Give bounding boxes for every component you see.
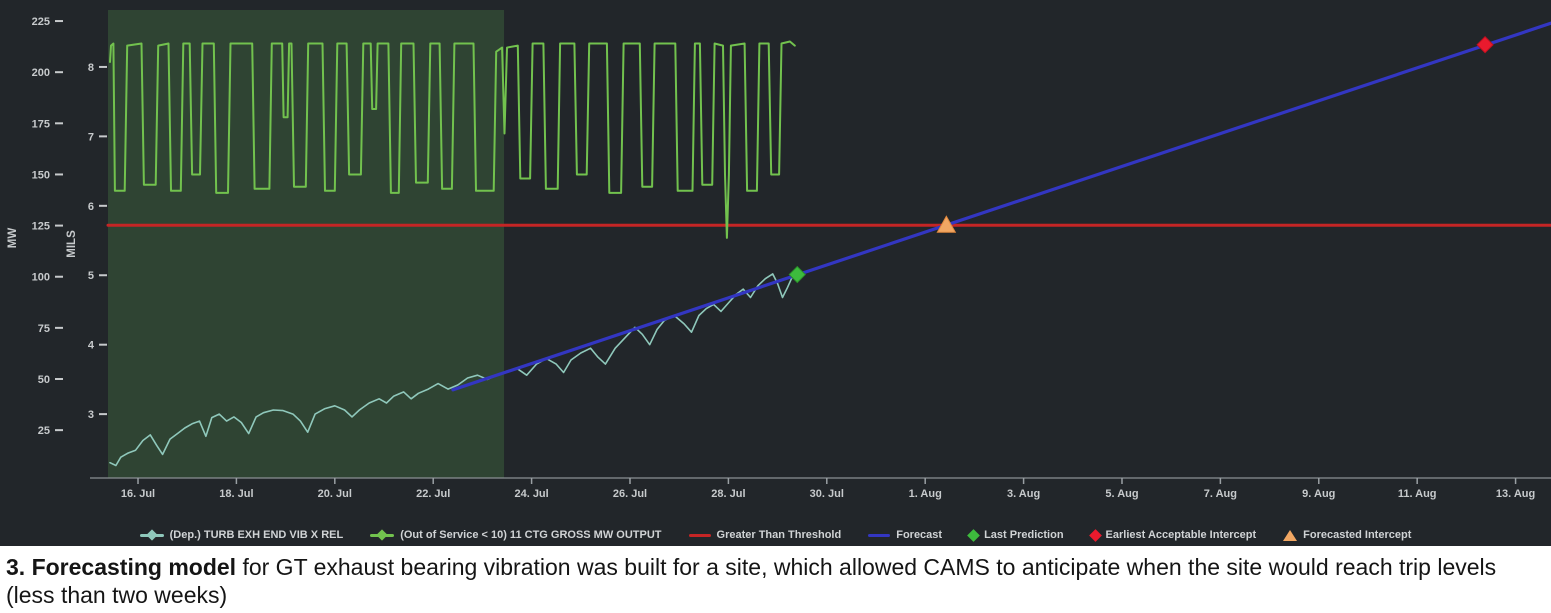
x-tick-label: 20. Jul bbox=[318, 488, 352, 500]
legend-label: (Out of Service < 10) 11 CTG GROSS MW OU… bbox=[400, 529, 662, 541]
mw-axis-title: MW bbox=[7, 228, 19, 249]
legend-label: Forecast bbox=[896, 529, 943, 541]
out-of-service-region bbox=[108, 10, 505, 478]
vibration-series-line bbox=[109, 273, 799, 467]
x-tick-label: 16. Jul bbox=[121, 488, 155, 500]
mw-tick-label: 75 bbox=[38, 323, 50, 335]
forecast-chart: 16. Jul 18. Jul 20. Jul 22. Jul 24. Jul 26. J… bbox=[7, 10, 1551, 500]
mw-tick-label: 200 bbox=[32, 67, 50, 79]
legend-label: Earliest Acceptable Intercept bbox=[1105, 529, 1257, 541]
x-tick-label: 30. Jul bbox=[810, 488, 844, 500]
legend-marker-diamond-icon bbox=[1088, 528, 1102, 542]
legend-marker-line-diamond-icon bbox=[139, 533, 164, 537]
x-tick-label: 3. Aug bbox=[1007, 488, 1040, 500]
x-tick-label: 7. Aug bbox=[1204, 488, 1237, 500]
legend-label: Last Prediction bbox=[984, 529, 1064, 541]
legend-marker-triangle-icon bbox=[1283, 529, 1298, 541]
caption-text: for GT exhaust bearing vibration was bui… bbox=[6, 554, 1497, 609]
legend-label: Greater Than Threshold bbox=[716, 529, 842, 541]
mils-tick-label: 3 bbox=[88, 409, 94, 421]
legend-item-dep-turb-exh-end-vib-x-rel[interactable]: (Dep.) TURB EXH END VIB X REL bbox=[139, 529, 344, 541]
forecast-chart-panel: 16. Jul 18. Jul 20. Jul 22. Jul 24. Jul 26. J… bbox=[0, 0, 1551, 546]
mils-tick-label: 8 bbox=[88, 62, 94, 74]
legend-item-out-of-service-10-11-ctg-gross-mw-output[interactable]: (Out of Service < 10) 11 CTG GROSS MW OU… bbox=[370, 529, 662, 541]
mils-tick-label: 5 bbox=[88, 270, 94, 282]
x-tick-label: 9. Aug bbox=[1302, 488, 1335, 500]
x-tick-label: 26. Jul bbox=[613, 488, 647, 500]
legend-item-last-prediction[interactable]: Last Prediction bbox=[967, 528, 1064, 542]
mils-tick-label: 6 bbox=[88, 201, 94, 213]
legend-marker-line-icon bbox=[868, 533, 891, 537]
mils-tick-label: 7 bbox=[88, 131, 94, 143]
mw-tick-label: 225 bbox=[32, 16, 50, 28]
mw-output-series-line bbox=[109, 40, 796, 239]
legend-label: (Dep.) TURB EXH END VIB X REL bbox=[169, 529, 344, 541]
mw-tick-label: 100 bbox=[32, 272, 50, 284]
x-tick-label: 22. Jul bbox=[416, 488, 450, 500]
forecasted-intercept-marker bbox=[936, 215, 957, 233]
chart-legend: (Dep.) TURB EXH END VIB X REL (Out of Ser… bbox=[0, 528, 1551, 542]
forecast-line bbox=[451, 21, 1551, 392]
x-tick-label: 5. Aug bbox=[1105, 488, 1138, 500]
x-tick-label: 1. Aug bbox=[909, 488, 942, 500]
mw-tick-label: 125 bbox=[32, 221, 50, 233]
legend-label: Forecasted Intercept bbox=[1303, 529, 1412, 541]
legend-marker-diamond-icon bbox=[967, 528, 980, 542]
x-tick-label: 13. Aug bbox=[1496, 488, 1535, 500]
x-tick-label: 18. Jul bbox=[219, 488, 253, 500]
mw-tick-label: 25 bbox=[38, 425, 50, 437]
legend-item-forecast[interactable]: Forecast bbox=[868, 529, 942, 541]
mils-axis-title: MILS bbox=[66, 230, 78, 258]
legend-marker-line-diamond-icon bbox=[370, 533, 395, 537]
caption-figure-title: 3. Forecasting model bbox=[6, 554, 237, 580]
last-prediction-marker bbox=[788, 265, 806, 284]
x-tick-label: 24. Jul bbox=[514, 488, 548, 500]
legend-marker-line-icon bbox=[688, 533, 711, 537]
mw-tick-label: 175 bbox=[32, 118, 50, 130]
x-tick-label: 28. Jul bbox=[711, 488, 745, 500]
mw-tick-label: 50 bbox=[38, 374, 50, 386]
legend-item-forecasted-intercept[interactable]: Forecasted Intercept bbox=[1283, 529, 1411, 541]
legend-item-greater-than-threshold[interactable]: Greater Than Threshold bbox=[688, 529, 842, 541]
figure-caption: 3. Forecasting model for GT exhaust bear… bbox=[0, 546, 1551, 610]
mils-tick-label: 4 bbox=[88, 340, 95, 352]
legend-item-earliest-acceptable-intercept[interactable]: Earliest Acceptable Intercept bbox=[1088, 528, 1257, 542]
earliest-acceptable-intercept-marker bbox=[1476, 36, 1494, 54]
x-tick-label: 11. Aug bbox=[1398, 488, 1437, 500]
mw-tick-label: 150 bbox=[32, 169, 50, 181]
